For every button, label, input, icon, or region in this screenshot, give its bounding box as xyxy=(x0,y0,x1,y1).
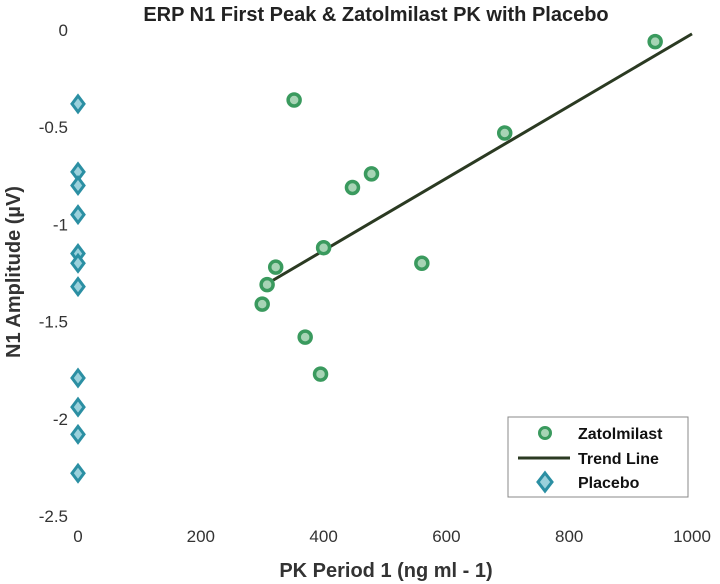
y-axis-label: N1 Amplitude (µV) xyxy=(3,186,25,358)
placebo-point xyxy=(70,175,86,197)
legend-zatolmilast-marker xyxy=(538,426,552,440)
zatolmilast-point xyxy=(315,239,332,256)
zatolmilast-point xyxy=(647,33,663,50)
x-tick-label: 0 xyxy=(73,527,82,546)
placebo-point xyxy=(70,276,86,298)
chart-title: ERP N1 First Peak & Zatolmilast PK with … xyxy=(143,4,608,26)
plot-area xyxy=(70,32,693,484)
placebo-point xyxy=(70,204,86,226)
x-tick-label: 600 xyxy=(432,527,460,546)
zatolmilast-point xyxy=(496,125,513,141)
y-tick-label: -1.5 xyxy=(39,313,68,332)
zatolmilast-point xyxy=(312,366,329,382)
legend: Zatolmilast Trend Line Placebo xyxy=(507,416,689,498)
y-tick-label: -2 xyxy=(53,410,68,429)
legend-zatolmilast-label: Zatolmilast xyxy=(578,426,663,443)
zatolmilast-point xyxy=(254,296,270,312)
legend-trend-line-label: Trend Line xyxy=(578,451,659,468)
zatolmilast-point xyxy=(267,259,284,275)
placebo-point xyxy=(70,462,86,484)
y-tick-label: 0 xyxy=(59,21,68,40)
x-tick-label: 200 xyxy=(187,527,215,546)
trend-line xyxy=(261,32,693,288)
x-tick-label: 400 xyxy=(309,527,337,546)
y-axis-ticks: 0 -0.5 -1 -1.5 -2 -2.5 xyxy=(39,21,68,526)
placebo-point xyxy=(70,396,86,418)
y-tick-label: -0.5 xyxy=(39,118,68,137)
placebo-point xyxy=(70,367,86,389)
zatolmilast-point xyxy=(363,166,380,182)
zatolmilast-point xyxy=(297,329,313,345)
legend-placebo-marker xyxy=(536,470,554,494)
zatolmilast-point xyxy=(286,92,302,108)
x-tick-label: 800 xyxy=(555,527,583,546)
placebo-point xyxy=(70,423,86,445)
placebo-point xyxy=(70,252,86,274)
x-axis-label: PK Period 1 (ng ml - 1) xyxy=(279,560,492,582)
zatolmilast-point xyxy=(259,276,275,293)
x-tick-label: 1000 xyxy=(673,527,711,546)
y-tick-label: -2.5 xyxy=(39,507,68,526)
zatolmilast-point xyxy=(344,179,361,196)
legend-placebo-label: Placebo xyxy=(578,475,640,492)
zatolmilast-point xyxy=(414,255,430,272)
x-axis-ticks: 0 200 400 600 800 1000 xyxy=(73,527,711,546)
placebo-point xyxy=(70,93,86,115)
y-tick-label: -1 xyxy=(53,215,68,234)
